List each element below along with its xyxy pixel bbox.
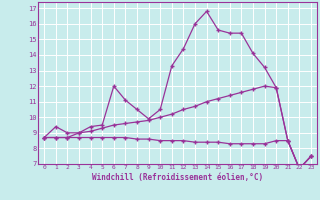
X-axis label: Windchill (Refroidissement éolien,°C): Windchill (Refroidissement éolien,°C) [92, 173, 263, 182]
